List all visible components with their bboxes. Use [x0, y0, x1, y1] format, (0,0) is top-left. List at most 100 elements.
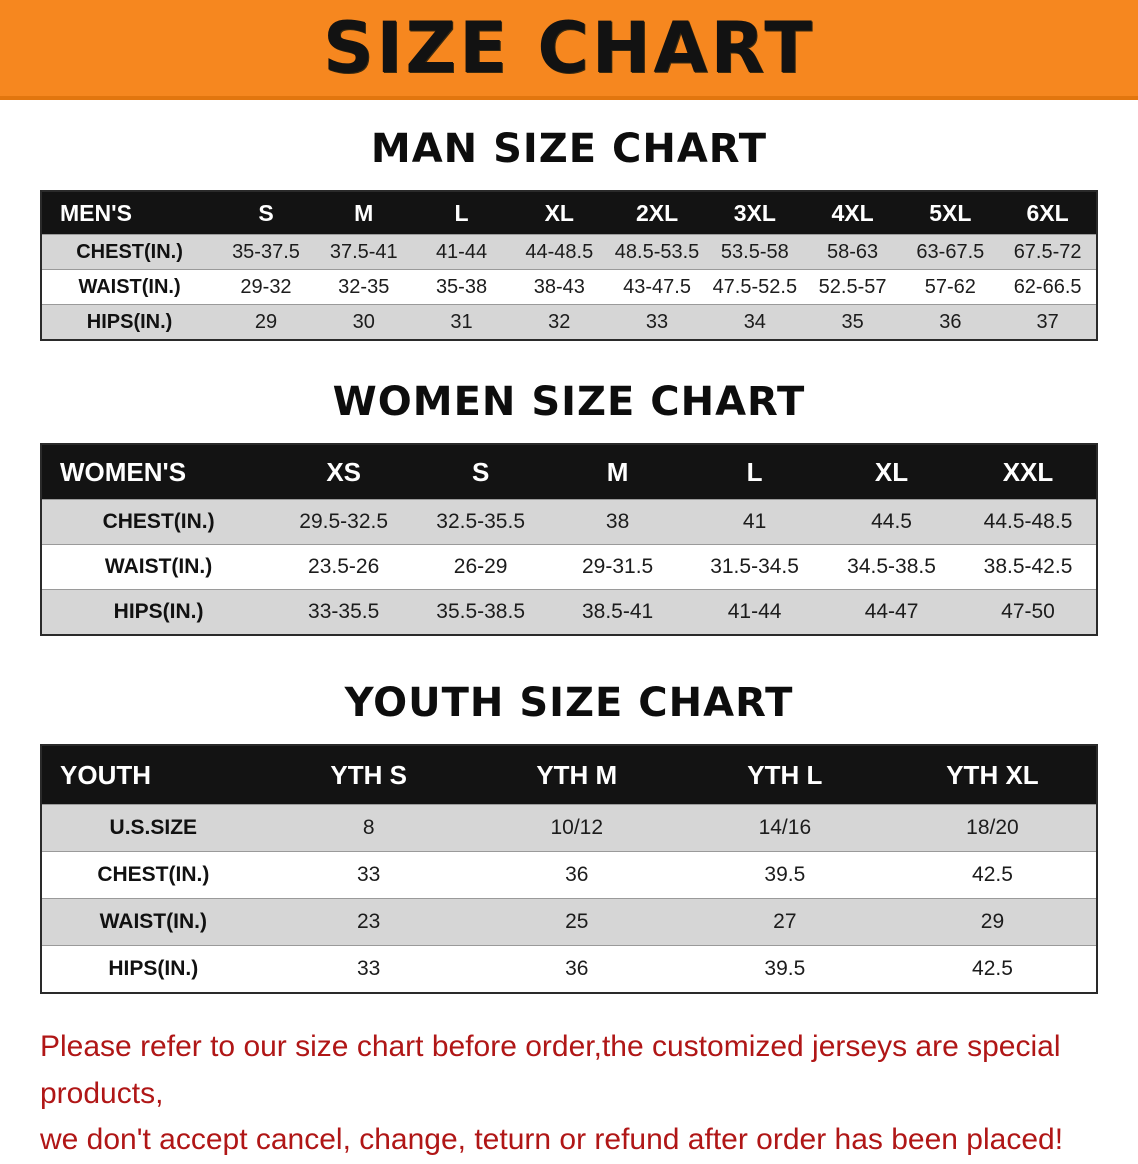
size-value: 31.5-34.5 — [686, 544, 824, 590]
size-value: 29 — [217, 304, 315, 340]
size-value: 35.5-38.5 — [412, 589, 550, 635]
size-value: 8 — [264, 804, 473, 852]
size-value: 29-32 — [217, 269, 315, 305]
size-value: 33 — [264, 945, 473, 993]
row-label: CHEST(IN.) — [41, 851, 265, 899]
row-label: WAIST(IN.) — [41, 898, 265, 946]
size-column-header: XS — [275, 444, 413, 500]
size-value: 63-67.5 — [901, 234, 1000, 270]
size-value: 35-37.5 — [217, 234, 315, 270]
row-label: HIPS(IN.) — [41, 945, 265, 993]
size-value: 52.5-57 — [803, 269, 902, 305]
size-value: 29-31.5 — [549, 544, 687, 590]
size-column-header: XL — [823, 444, 961, 500]
size-value: 36 — [901, 304, 1000, 340]
size-value: 62-66.5 — [999, 269, 1097, 305]
disclaimer-line-1: Please refer to our size chart before or… — [40, 1030, 1061, 1110]
size-value: 38.5-42.5 — [960, 544, 1097, 590]
size-value: 14/16 — [680, 804, 889, 852]
size-value: 25 — [472, 898, 681, 946]
size-value: 39.5 — [680, 851, 889, 899]
size-value: 37 — [999, 304, 1097, 340]
size-chart-banner: SIZE CHART — [0, 0, 1138, 100]
size-value: 67.5-72 — [999, 234, 1097, 270]
table-row: HIPS(IN.) 33 36 39.5 42.5 — [41, 945, 1097, 993]
table-row: U.S.SIZE 8 10/12 14/16 18/20 — [41, 804, 1097, 852]
row-label: CHEST(IN.) — [41, 499, 276, 545]
row-label: HIPS(IN.) — [41, 304, 218, 340]
table-row: CHEST(IN.) 29.5-32.5 32.5-35.5 38 41 44.5 44.5… — [41, 499, 1097, 545]
row-label: HIPS(IN.) — [41, 589, 276, 635]
table-row: WAIST(IN.) 29-32 32-35 35-38 38-43 43-47.5 47.… — [41, 269, 1097, 305]
table-row: WAIST(IN.) 23 25 27 29 — [41, 898, 1097, 946]
disclaimer-line-2: we don't accept cancel, change, teturn o… — [40, 1123, 1064, 1156]
size-column-header: S — [217, 191, 315, 235]
size-value: 39.5 — [680, 945, 889, 993]
size-value: 23.5-26 — [275, 544, 413, 590]
size-value: 44.5-48.5 — [960, 499, 1097, 545]
size-value: 43-47.5 — [608, 269, 706, 305]
size-column-header: YTH M — [472, 745, 681, 805]
size-value: 48.5-53.5 — [608, 234, 706, 270]
size-value: 32.5-35.5 — [412, 499, 550, 545]
table-row: HIPS(IN.) 33-35.5 35.5-38.5 38.5-41 41-44 44-… — [41, 589, 1097, 635]
size-value: 58-63 — [803, 234, 902, 270]
size-column-header: 3XL — [705, 191, 804, 235]
size-column-header: 6XL — [999, 191, 1097, 235]
size-value: 38.5-41 — [549, 589, 687, 635]
size-value: 42.5 — [888, 945, 1097, 993]
size-value: 44-47 — [823, 589, 961, 635]
men-section-heading: MAN SIZE CHART — [370, 126, 768, 172]
youth-size-table: YOUTH YTH S YTH M YTH L YTH XL U.S.SIZE 8 10/12… — [40, 744, 1098, 994]
size-value: 36 — [472, 945, 681, 993]
size-value: 35-38 — [412, 269, 511, 305]
table-row: CHEST(IN.) 35-37.5 37.5-41 41-44 44-48.5 48.5… — [41, 234, 1097, 270]
size-value: 38-43 — [510, 269, 609, 305]
size-column-header: M — [314, 191, 413, 235]
size-value: 32-35 — [314, 269, 413, 305]
size-value: 34 — [705, 304, 804, 340]
size-value: 42.5 — [888, 851, 1097, 899]
size-column-header: XXL — [960, 444, 1097, 500]
size-value: 57-62 — [901, 269, 1000, 305]
size-value: 29.5-32.5 — [275, 499, 413, 545]
size-value: 29 — [888, 898, 1097, 946]
row-label: WAIST(IN.) — [41, 269, 218, 305]
size-value: 41-44 — [412, 234, 511, 270]
table-title-cell: YOUTH — [41, 745, 265, 805]
size-value: 35 — [803, 304, 902, 340]
size-value: 32 — [510, 304, 609, 340]
size-value: 23 — [264, 898, 473, 946]
size-value: 27 — [680, 898, 889, 946]
table-row: CHEST(IN.) 33 36 39.5 42.5 — [41, 851, 1097, 899]
size-value: 18/20 — [888, 804, 1097, 852]
size-column-header: S — [412, 444, 550, 500]
women-section-heading: WOMEN SIZE CHART — [332, 379, 806, 425]
size-column-header: L — [686, 444, 824, 500]
table-row: WAIST(IN.) 23.5-26 26-29 29-31.5 31.5-34.5 34… — [41, 544, 1097, 590]
size-value: 53.5-58 — [705, 234, 804, 270]
disclaimer: Please refer to our size chart before or… — [40, 1024, 1104, 1164]
table-title-cell: WOMEN'S — [41, 444, 276, 500]
row-label: WAIST(IN.) — [41, 544, 276, 590]
header-row: MEN'S S M L XL 2XL 3XL 4XL 5XL 6XL — [41, 191, 1097, 235]
size-value: 41 — [686, 499, 824, 545]
youth-section-heading: YOUTH SIZE CHART — [344, 680, 794, 726]
size-value: 33 — [608, 304, 706, 340]
men-size-table: MEN'S S M L XL 2XL 3XL 4XL 5XL 6XL CHEST(IN.) 35-37… — [40, 190, 1098, 341]
size-value: 47-50 — [960, 589, 1097, 635]
size-value: 38 — [549, 499, 687, 545]
size-column-header: YTH S — [264, 745, 473, 805]
size-value: 33 — [264, 851, 473, 899]
size-value: 33-35.5 — [275, 589, 413, 635]
table-title-cell: MEN'S — [41, 191, 218, 235]
size-value: 41-44 — [686, 589, 824, 635]
size-value: 10/12 — [472, 804, 681, 852]
row-label: CHEST(IN.) — [41, 234, 218, 270]
row-label: U.S.SIZE — [41, 804, 265, 852]
size-value: 31 — [412, 304, 511, 340]
banner-title: SIZE CHART — [322, 7, 816, 89]
size-column-header: M — [549, 444, 687, 500]
size-value: 30 — [314, 304, 413, 340]
size-value: 26-29 — [412, 544, 550, 590]
